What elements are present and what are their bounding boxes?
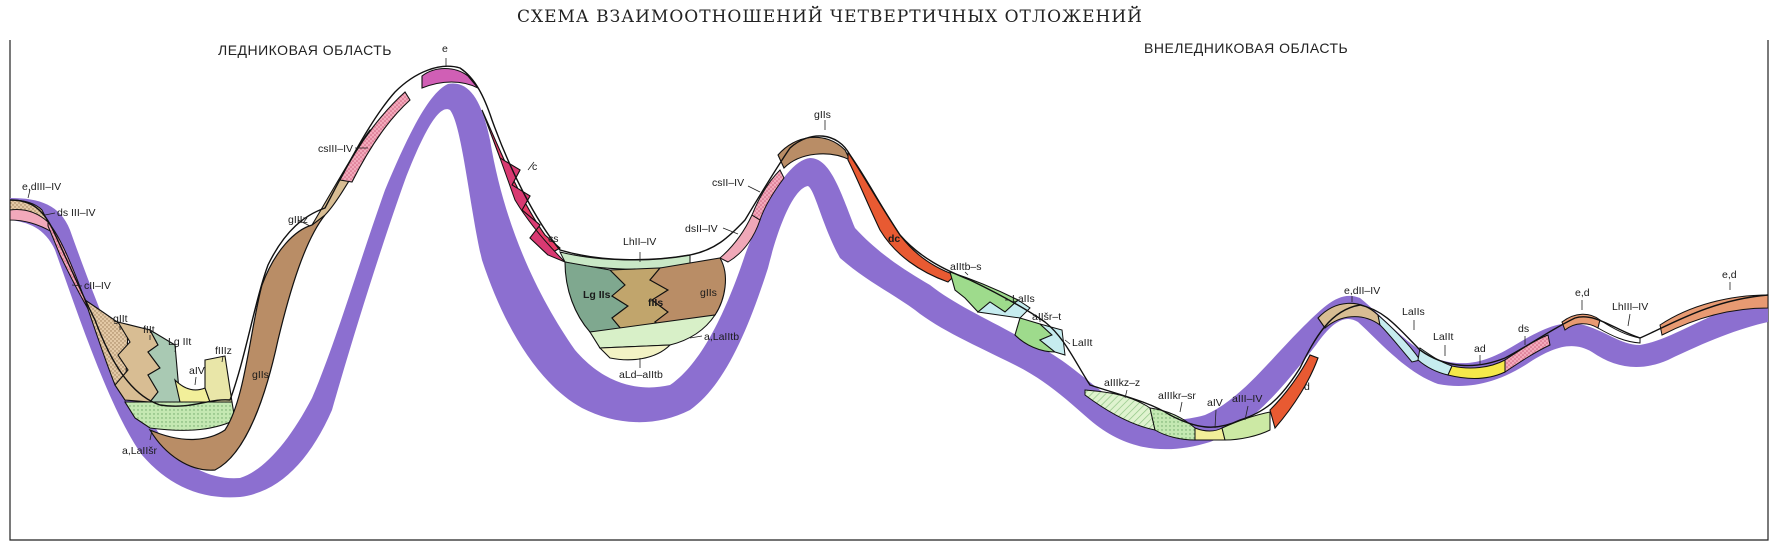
label-laIIt-2: LaIIt [1433, 331, 1454, 343]
label-fIIIz: fIIIz [215, 345, 232, 357]
deposit-fIIIz [204, 355, 233, 403]
label-gIIt: gIIt [113, 313, 128, 325]
label-fIIs: fIIs [648, 297, 663, 309]
label-lhIII-IV: LhIII–IV [1612, 301, 1648, 313]
label-dc: dc [888, 233, 900, 245]
label-laIIs-1: LaIIs [1012, 293, 1035, 305]
label-laIIs-2: LaIIs [1402, 306, 1425, 318]
label-alaIItb: a,LaIItb [704, 331, 739, 343]
labels: e,dIII–IV ds III–IV cII–IV gIIt fIIt Lg … [22, 43, 1737, 457]
diagram-frame [9, 40, 1769, 541]
label-alaIIsr: a,LaIIšr [122, 445, 158, 457]
label-aIItb-s: aIItb–s [950, 261, 982, 273]
deposit-d [1269, 354, 1319, 430]
label-ad: ad [1474, 343, 1486, 355]
label-e-peak: e [442, 43, 448, 55]
label-csIII-IV: csIII–IV [318, 143, 353, 155]
region-glacial-label: ЛЕДНИКОВАЯ ОБЛАСТЬ [218, 42, 392, 58]
label-aIIIkz-z: aIIIkz–z [1104, 377, 1140, 389]
label-cs: cs [548, 233, 559, 245]
label-edII-IV: e,dII–IV [1344, 285, 1380, 297]
label-ds: ds [1518, 323, 1529, 335]
label-aIIsr-t: aIIšr–t [1032, 311, 1061, 323]
label-ed-1: e,d [1575, 287, 1590, 299]
label-gIIs-left: gIIs [252, 369, 269, 381]
ground-surface-line [9, 65, 1769, 428]
deposit-aIItb-s [949, 271, 1019, 313]
label-c: c [532, 161, 537, 173]
deposit-csII-IV [751, 169, 785, 221]
deposit-laIIt-1 [1039, 323, 1066, 356]
label-aldIItb: aLd–aIItb [619, 369, 663, 381]
deposit-csIII-IV [339, 91, 411, 183]
label-gIIIz: gIIIz [288, 214, 308, 226]
label-aIV-right: aIV [1207, 397, 1223, 409]
label-lgIIs: Lg IIs [583, 289, 611, 301]
label-fIIt: fIIt [143, 324, 155, 336]
deposit-gIIs-center [649, 257, 726, 331]
deposit-laIIs-2 [1377, 313, 1421, 363]
diagram-title: СХЕМА ВЗАИМООТНОШЕНИЙ ЧЕТВЕРТИЧНЫХ ОТЛОЖ… [517, 6, 1143, 27]
label-laIIt-1: LaIIt [1072, 337, 1093, 349]
deposit-lgIIt [147, 328, 181, 403]
label-cII-IV: cII–IV [84, 280, 111, 292]
label-csII-IV: csII–IV [712, 177, 744, 189]
region-extraglacial-label: ВНЕЛЕДНИКОВАЯ ОБЛАСТЬ [1144, 40, 1348, 56]
label-lhII-IV: LhII–IV [623, 236, 656, 248]
label-dsIII-IV: ds III–IV [57, 207, 96, 219]
deposit-lhIII-IV [1597, 319, 1641, 344]
label-dsII-IV: dsII–IV [685, 223, 718, 235]
label-gIIs-hill: gIIs [814, 109, 831, 121]
bedrock-band [10, 83, 1768, 498]
label-aIIIkr-sr: aIIIkr–sr [1158, 390, 1196, 402]
label-lgIIt: Lg IIt [168, 336, 191, 348]
deposit-aldIItb [598, 344, 672, 361]
deposit-ed-2 [1659, 294, 1769, 336]
label-ed-2: e,d [1722, 269, 1737, 281]
label-aIV-left: aIV [189, 365, 205, 377]
label-aIII-IV: aIII–IV [1232, 393, 1262, 405]
label-d: d [1304, 381, 1310, 393]
label-gIIs-center: gIIs [700, 287, 717, 299]
label-edIII-IV: e,dIII–IV [22, 181, 61, 193]
